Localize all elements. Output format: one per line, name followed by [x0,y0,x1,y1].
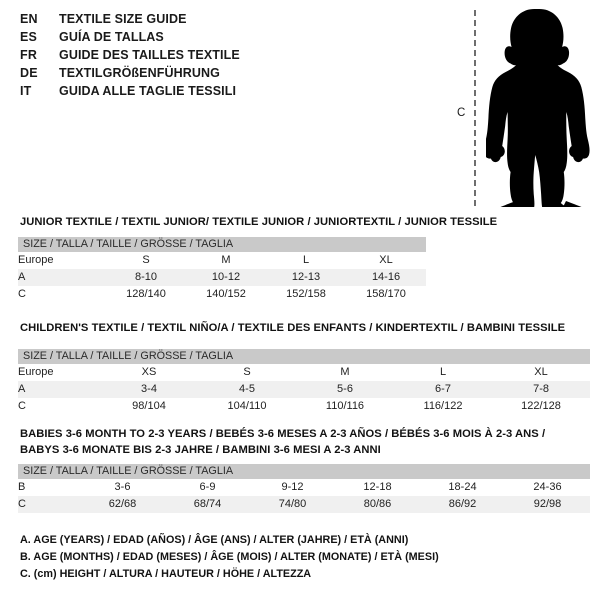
language-code: FR [20,48,38,62]
cell: 3-4 [100,381,198,398]
cell: 74/80 [250,496,335,513]
language-code: ES [20,30,38,44]
band-label: SIZE / TALLA / TAILLE / GRÖSSE / TAGLIA [18,237,427,252]
language-row-en: EN TEXTILE SIZE GUIDE [20,12,350,30]
cell: 116/122 [394,398,492,415]
cell: 3-6 [80,479,165,496]
table-row: Europe S M L XL [18,252,427,269]
cell: 6-9 [165,479,250,496]
section-heading-babies: BABIES 3-6 MONTH TO 2-3 YEARS / BEBÉS 3-… [20,426,580,458]
language-row-es: ES GUÍA DE TALLAS [20,30,350,48]
section-heading-babies-line1: BABIES 3-6 MONTH TO 2-3 YEARS / BEBÉS 3-… [20,428,546,440]
table-band-row: SIZE / TALLA / TAILLE / GRÖSSE / TAGLIA [18,237,427,252]
cell: 14-16 [346,269,427,286]
language-row-fr: FR GUIDE DES TAILLES TEXTILE [20,48,350,66]
section-heading-junior: JUNIOR TEXTILE / TEXTIL JUNIOR/ TEXTILE … [20,216,498,228]
babies-size-table: SIZE / TALLA / TAILLE / GRÖSSE / TAGLIA … [18,464,590,513]
language-code: IT [20,84,32,98]
cell: XL [492,364,591,381]
language-code: EN [20,12,38,26]
cell: M [296,364,394,381]
section-heading-children: CHILDREN'S TEXTILE / TEXTIL NIÑO/A / TEX… [20,322,566,334]
children-size-table: SIZE / TALLA / TAILLE / GRÖSSE / TAGLIA … [18,349,591,415]
language-title-block: EN TEXTILE SIZE GUIDE ES GUÍA DE TALLAS … [20,12,350,102]
cell: XS [100,364,198,381]
cell: S [106,252,186,269]
cell: 122/128 [492,398,591,415]
cell: 18-24 [420,479,505,496]
cell: 110/116 [296,398,394,415]
cell: 158/170 [346,286,427,303]
language-title: GUIDA ALLE TAGLIE TESSILI [59,84,237,98]
language-row-it: IT GUIDA ALLE TAGLIE TESSILI [20,84,350,102]
cell: 98/104 [100,398,198,415]
cell: 9-12 [250,479,335,496]
cell: 4-5 [198,381,296,398]
language-title: TEXTILE SIZE GUIDE [59,12,187,26]
band-label: SIZE / TALLA / TAILLE / GRÖSSE / TAGLIA [18,464,590,479]
cell: 140/152 [186,286,266,303]
row-label: C [18,398,100,415]
row-label: C [18,496,80,513]
row-label: A [18,381,100,398]
cell: 12-13 [266,269,346,286]
cell: 7-8 [492,381,591,398]
table-band-row: SIZE / TALLA / TAILLE / GRÖSSE / TAGLIA [18,349,591,364]
language-title: TEXTILGRÖßENFÜHRUNG [59,66,220,80]
cell: 10-12 [186,269,266,286]
cell: 5-6 [296,381,394,398]
language-title: GUÍA DE TALLAS [59,30,164,44]
row-label: Europe [18,364,100,381]
cell: S [198,364,296,381]
row-label: Europe [18,252,106,269]
cell: L [266,252,346,269]
section-heading-babies-line2: BABYS 3-6 MONATE BIS 2-3 JAHRE / BAMBINI… [20,444,381,456]
table-row: C 98/104 104/110 110/116 116/122 122/128 [18,398,591,415]
cell: 62/68 [80,496,165,513]
table-row: B 3-6 6-9 9-12 12-18 18-24 24-36 [18,479,590,496]
toddler-silhouette-icon [486,9,590,207]
height-measure-figure: C [448,6,594,211]
cell: L [394,364,492,381]
cell: 152/158 [266,286,346,303]
cell: 68/74 [165,496,250,513]
height-measure-label: C [457,107,466,119]
cell: M [186,252,266,269]
height-dashed-line [474,10,476,206]
legend-row-a: A. AGE (YEARS) / EDAD (AÑOS) / ÂGE (ANS)… [20,534,409,546]
legend-block: A. AGE (YEARS) / EDAD (AÑOS) / ÂGE (ANS)… [20,532,580,583]
table-row: Europe XS S M L XL [18,364,591,381]
cell: 12-18 [335,479,420,496]
row-label: C [18,286,106,303]
cell: 80/86 [335,496,420,513]
cell: 6-7 [394,381,492,398]
legend-row-c: C. (cm) HEIGHT / ALTURA / HAUTEUR / HÖHE… [20,568,312,580]
table-row: C 128/140 140/152 152/158 158/170 [18,286,427,303]
cell: XL [346,252,427,269]
row-label: B [18,479,80,496]
table-band-row: SIZE / TALLA / TAILLE / GRÖSSE / TAGLIA [18,464,590,479]
junior-size-table: SIZE / TALLA / TAILLE / GRÖSSE / TAGLIA … [18,237,427,303]
band-label: SIZE / TALLA / TAILLE / GRÖSSE / TAGLIA [18,349,591,364]
table-row: C 62/68 68/74 74/80 80/86 86/92 92/98 [18,496,590,513]
cell: 104/110 [198,398,296,415]
table-row: A 3-4 4-5 5-6 6-7 7-8 [18,381,591,398]
cell: 92/98 [505,496,590,513]
table-row: A 8-10 10-12 12-13 14-16 [18,269,427,286]
language-title: GUIDE DES TAILLES TEXTILE [59,48,240,62]
cell: 8-10 [106,269,186,286]
cell: 128/140 [106,286,186,303]
row-label: A [18,269,106,286]
language-code: DE [20,66,38,80]
cell: 24-36 [505,479,590,496]
language-row-de: DE TEXTILGRÖßENFÜHRUNG [20,66,350,84]
legend-row-b: B. AGE (MONTHS) / EDAD (MESES) / ÂGE (MO… [20,551,439,563]
cell: 86/92 [420,496,505,513]
